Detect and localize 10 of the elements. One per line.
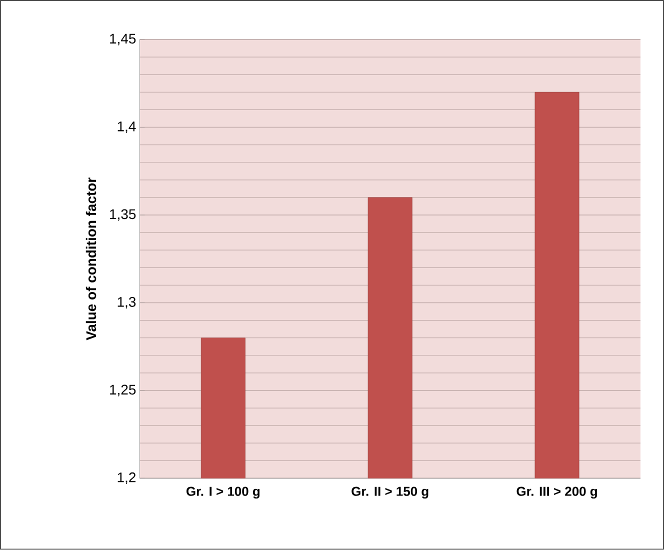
y-axis-title: Value of condition factor	[86, 178, 96, 340]
y-tick-label: 1,2	[118, 472, 136, 484]
y-tick-label: 1,35	[110, 209, 136, 221]
y-tick-label: 1,3	[118, 297, 136, 309]
x-tick-label: Gr. II > 150 g	[352, 486, 428, 499]
x-tick-label: Gr. III > 200 g	[516, 486, 597, 499]
y-tick-label: 1,45	[110, 34, 136, 46]
y-tick-label: 1,4	[118, 122, 136, 134]
x-tick-label: Gr. I > 100 g	[186, 486, 260, 499]
y-tick-label: 1,25	[110, 384, 136, 396]
